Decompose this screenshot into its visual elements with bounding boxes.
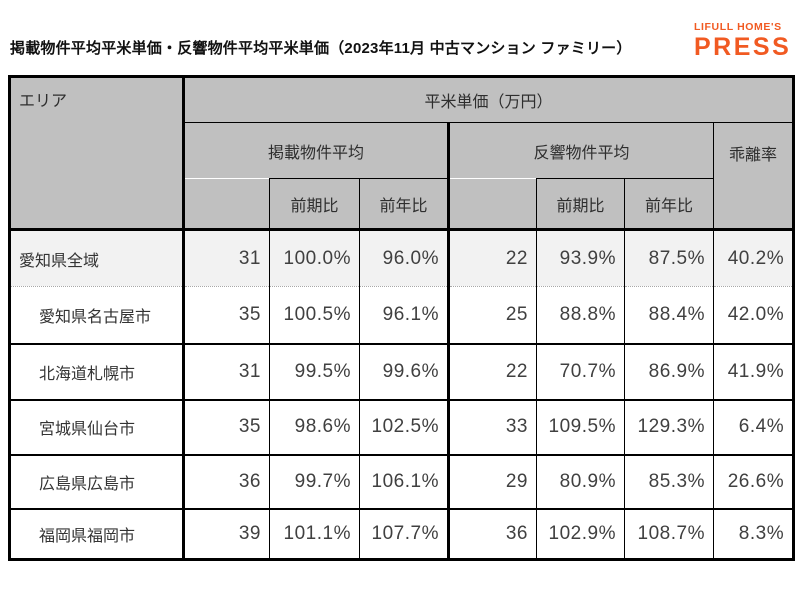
listed-prev-year-cell: 96.1%: [359, 286, 449, 344]
listed-prev-period-cell: 100.5%: [269, 286, 360, 344]
header-unit-group: 平米単価（万円）: [181, 76, 794, 123]
header-listed-value-blank: [182, 178, 270, 231]
listed-prev-period-cell: 98.6%: [269, 398, 360, 455]
table-row-sendai: 宮城県仙台市 35 98.6% 102.5% 33 109.5% 129.3% …: [9, 398, 794, 455]
listed-value-cell: 36: [182, 453, 270, 509]
response-value-cell: 25: [447, 286, 537, 344]
table-row-hiroshima: 広島県広島市 36 99.7% 106.1% 29 80.9% 85.3% 26…: [9, 453, 794, 509]
lifull-homes-press-logo: LIFULL HOME'S PRESS: [694, 21, 793, 61]
header-listed-prev-period: 前期比: [269, 178, 360, 231]
area-cell: 広島県広島市: [9, 453, 184, 509]
listed-value-cell: 39: [182, 507, 270, 560]
response-prev-year-cell: 129.3%: [624, 398, 714, 455]
listed-value-cell: 31: [182, 342, 270, 400]
area-cell: 愛知県全域: [9, 228, 184, 287]
area-cell: 福岡県福岡市: [9, 507, 184, 560]
price-per-sqm-table: エリア 平米単価（万円） 掲載物件平均 反響物件平均 乖離率 前期比 前年比 前…: [8, 75, 796, 561]
response-prev-year-cell: 86.9%: [624, 342, 714, 400]
deviation-cell: 41.9%: [712, 342, 794, 400]
header-response-prev-period: 前期比: [536, 178, 625, 231]
deviation-cell: 42.0%: [712, 286, 794, 344]
logo-press-line: PRESS: [694, 32, 792, 61]
listed-value-cell: 35: [182, 398, 270, 455]
response-prev-period-cell: 102.9%: [536, 507, 625, 560]
listed-prev-period-cell: 99.7%: [269, 453, 360, 509]
listed-prev-year-cell: 106.1%: [359, 453, 449, 509]
listed-prev-year-cell: 99.6%: [359, 342, 449, 400]
listed-prev-period-cell: 99.5%: [269, 342, 360, 400]
table-row-nagoya: 愛知県名古屋市 35 100.5% 96.1% 25 88.8% 88.4% 4…: [9, 286, 794, 344]
listed-prev-period-cell: 101.1%: [269, 507, 360, 560]
header-deviation: 乖離率: [712, 122, 794, 231]
logo-brand-line: LIFULL HOME'S: [694, 21, 782, 33]
response-prev-period-cell: 80.9%: [536, 453, 625, 509]
response-prev-year-cell: 108.7%: [624, 507, 714, 560]
deviation-cell: 26.6%: [712, 453, 794, 509]
response-prev-year-cell: 87.5%: [624, 228, 714, 287]
area-cell: 北海道札幌市: [9, 342, 184, 400]
response-value-cell: 22: [447, 342, 537, 400]
response-prev-period-cell: 93.9%: [536, 228, 625, 287]
response-prev-year-cell: 85.3%: [624, 453, 714, 509]
response-prev-period-cell: 70.7%: [536, 342, 625, 400]
response-value-cell: 22: [447, 228, 537, 287]
response-prev-period-cell: 109.5%: [536, 398, 625, 455]
listed-prev-year-cell: 107.7%: [359, 507, 449, 560]
area-cell: 愛知県名古屋市: [9, 286, 184, 344]
area-cell: 宮城県仙台市: [9, 398, 184, 455]
table-row-fukuoka: 福岡県福岡市 39 101.1% 107.7% 36 102.9% 108.7%…: [9, 507, 794, 560]
deviation-cell: 40.2%: [712, 228, 794, 287]
table-row-sapporo: 北海道札幌市 31 99.5% 99.6% 22 70.7% 86.9% 41.…: [9, 342, 794, 400]
listed-prev-year-cell: 96.0%: [359, 228, 449, 287]
header-listed-group: 掲載物件平均: [182, 122, 449, 179]
listed-prev-year-cell: 102.5%: [359, 398, 449, 455]
header-response-prev-year: 前年比: [624, 178, 714, 231]
deviation-cell: 6.4%: [712, 398, 794, 455]
listed-value-cell: 35: [182, 286, 270, 344]
response-prev-year-cell: 88.4%: [624, 286, 714, 344]
header-response-value-blank: [447, 178, 537, 231]
table-row-aichi-all: 愛知県全域 31 100.0% 96.0% 22 93.9% 87.5% 40.…: [9, 228, 794, 287]
listed-prev-period-cell: 100.0%: [269, 228, 360, 287]
page-title: 掲載物件平均平米単価・反響物件平均平米単価（2023年11月 中古マンション フ…: [10, 40, 632, 57]
response-value-cell: 33: [447, 398, 537, 455]
deviation-cell: 8.3%: [712, 507, 794, 560]
response-value-cell: 29: [447, 453, 537, 509]
response-prev-period-cell: 88.8%: [536, 286, 625, 344]
listed-value-cell: 31: [182, 228, 270, 287]
header-area: エリア: [9, 76, 185, 231]
header-response-group: 反響物件平均: [447, 122, 714, 179]
header-listed-prev-year: 前年比: [359, 178, 449, 231]
response-value-cell: 36: [447, 507, 537, 560]
